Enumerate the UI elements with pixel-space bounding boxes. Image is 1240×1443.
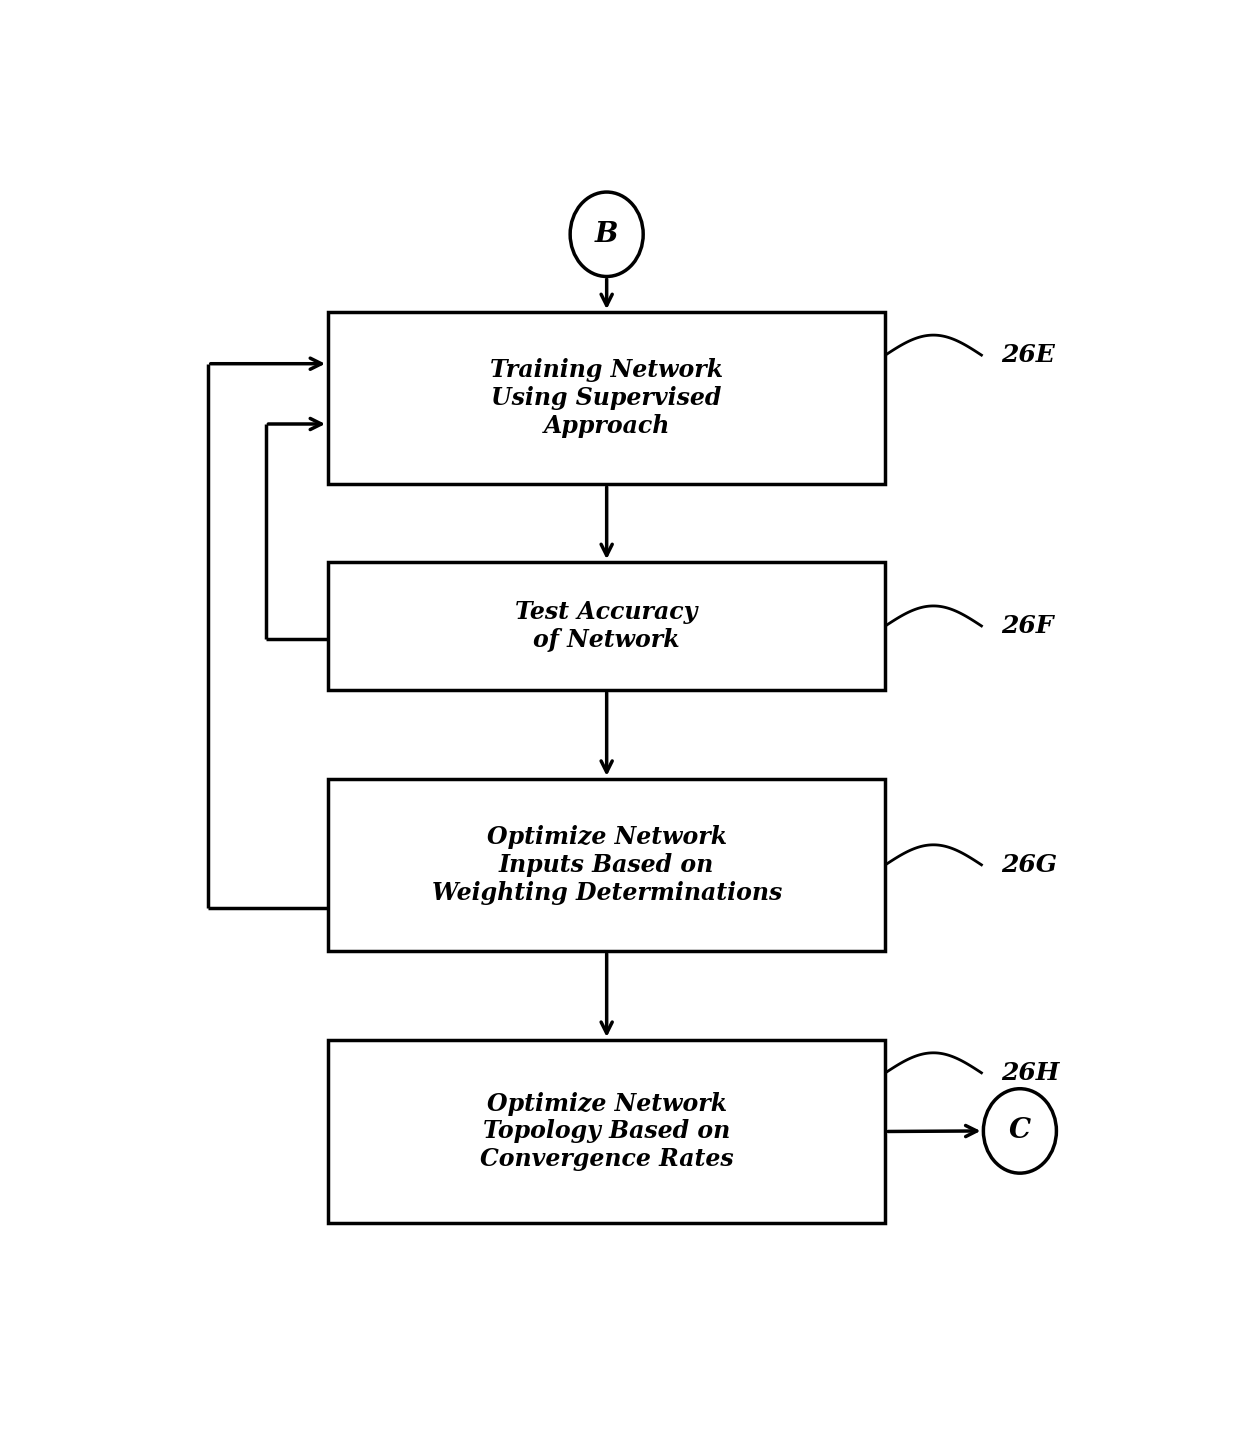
FancyBboxPatch shape bbox=[327, 1040, 885, 1224]
Circle shape bbox=[570, 192, 644, 277]
Text: Training Network
Using Supervised
Approach: Training Network Using Supervised Approa… bbox=[490, 358, 723, 439]
Text: Optimize Network
Topology Based on
Convergence Rates: Optimize Network Topology Based on Conve… bbox=[480, 1092, 734, 1172]
Text: Optimize Network
Inputs Based on
Weighting Determinations: Optimize Network Inputs Based on Weighti… bbox=[432, 825, 781, 905]
Text: 26E: 26E bbox=[1001, 343, 1054, 367]
FancyBboxPatch shape bbox=[327, 779, 885, 951]
Text: Test Accuracy
of Network: Test Accuracy of Network bbox=[516, 600, 698, 652]
Text: 26F: 26F bbox=[1001, 613, 1053, 638]
Text: B: B bbox=[595, 221, 619, 248]
FancyBboxPatch shape bbox=[327, 312, 885, 485]
FancyBboxPatch shape bbox=[327, 561, 885, 690]
Text: C: C bbox=[1009, 1117, 1030, 1144]
Circle shape bbox=[983, 1088, 1056, 1173]
Text: 26H: 26H bbox=[1001, 1061, 1059, 1085]
Text: 26G: 26G bbox=[1001, 853, 1056, 877]
